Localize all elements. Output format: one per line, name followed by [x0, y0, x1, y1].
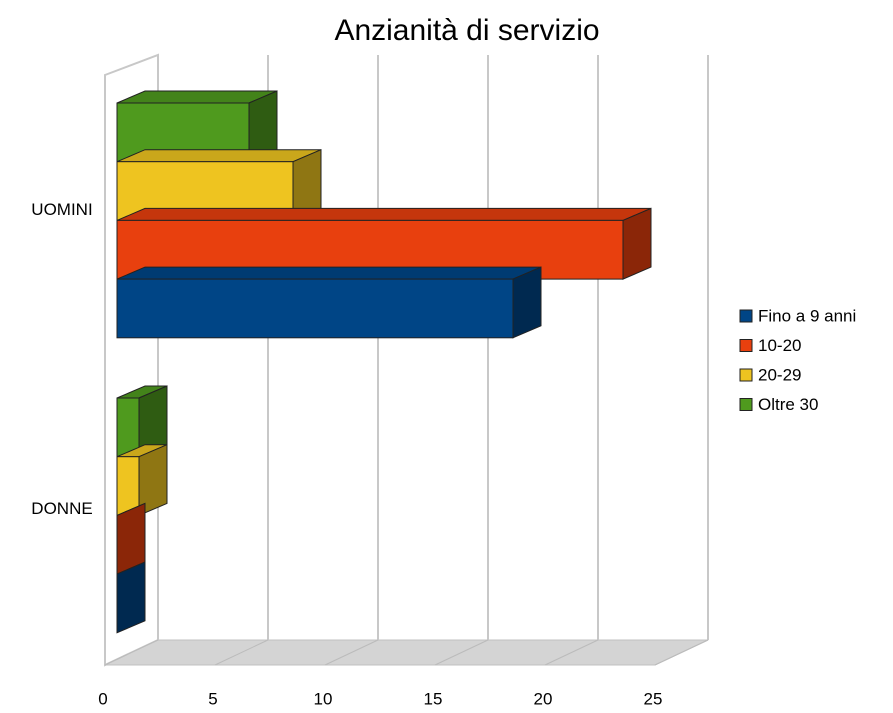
chart-title: Anzianità di servizio	[334, 14, 599, 47]
floor	[104, 639, 709, 666]
bar-front	[116, 397, 140, 458]
legend-swatch	[739, 398, 753, 411]
floor-line	[434, 639, 489, 666]
legend-swatch	[739, 309, 753, 323]
bar	[116, 266, 542, 339]
legend-swatch	[739, 368, 753, 382]
legend-label: 10-20	[758, 336, 801, 355]
floor-line	[324, 639, 379, 666]
x-tick-label: 5	[208, 689, 217, 708]
bar-top	[116, 266, 542, 280]
x-tick-label: 25	[644, 689, 663, 708]
bar-side	[512, 266, 542, 339]
bar-side	[116, 561, 146, 634]
bar	[116, 561, 146, 634]
x-tick-label: 10	[314, 689, 333, 708]
bar	[116, 443, 168, 517]
y-tick-label: UOMINI	[31, 200, 92, 219]
bar-top	[116, 149, 322, 163]
legend-label: Oltre 30	[758, 395, 818, 414]
x-tick-label: 15	[424, 689, 443, 708]
bar-side	[622, 207, 652, 280]
bar-front	[116, 456, 140, 516]
floor-line	[104, 639, 159, 666]
bar	[116, 502, 146, 575]
floor-line	[654, 639, 709, 666]
floor-line	[544, 639, 599, 666]
bar-front	[116, 278, 514, 339]
floor-line	[214, 639, 269, 666]
y-tick-label: DONNE	[31, 499, 92, 518]
bar	[116, 385, 168, 458]
legend-swatch	[739, 339, 753, 352]
x-tick-label: 0	[98, 689, 107, 708]
x-tick-label: 20	[534, 689, 553, 708]
bar-top	[116, 207, 652, 221]
legend-label: 20-29	[758, 365, 801, 384]
legend-label: Fino a 9 anni	[758, 306, 856, 325]
